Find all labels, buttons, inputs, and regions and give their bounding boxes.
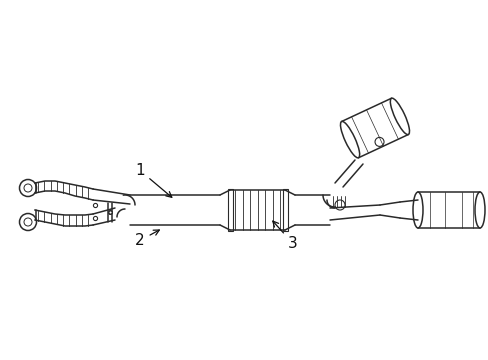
Bar — [283, 189, 287, 231]
Bar — [227, 189, 232, 231]
Text: 1: 1 — [135, 163, 171, 197]
Text: 2: 2 — [135, 230, 159, 248]
Text: 3: 3 — [272, 221, 297, 251]
